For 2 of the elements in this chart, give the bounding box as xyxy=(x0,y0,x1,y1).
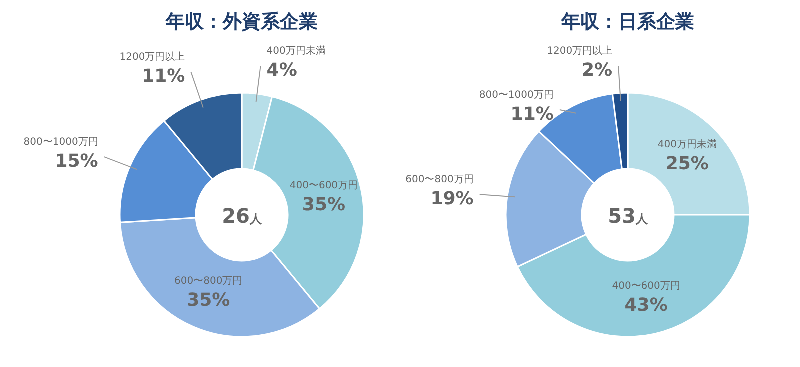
title: 年収：日系企業 xyxy=(562,11,694,33)
title: 年収：外資系企業 xyxy=(166,11,318,33)
